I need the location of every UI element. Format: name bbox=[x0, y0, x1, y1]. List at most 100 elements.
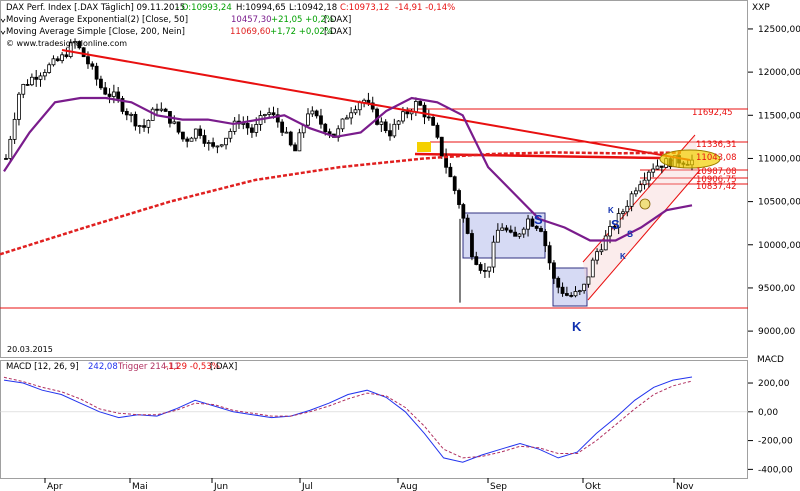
candle-body bbox=[120, 98, 125, 112]
candle-body bbox=[625, 205, 630, 213]
y-tick-label: 12000,00 bbox=[758, 68, 800, 78]
candle-body bbox=[552, 262, 556, 279]
candle-body bbox=[655, 165, 660, 170]
pattern-annotation: S bbox=[534, 212, 543, 227]
candle-body bbox=[483, 270, 487, 272]
candle-body bbox=[491, 241, 496, 268]
legend-line-icon bbox=[0, 18, 6, 23]
candle-body bbox=[116, 91, 121, 99]
macd-y-tick-label: -200,00 bbox=[758, 437, 793, 447]
legend-line-icon bbox=[0, 30, 6, 35]
macd-legend-sym: [.DAX] bbox=[210, 362, 237, 372]
candle-body bbox=[193, 128, 198, 139]
candle-body bbox=[250, 127, 254, 133]
price-label: 11336,31 bbox=[696, 140, 737, 150]
legend-close: C:10973,12 bbox=[340, 3, 389, 13]
legend-price-info: DAX Perf. Index [.DAX Täglich] 09.11.201… bbox=[6, 3, 185, 13]
candle-body bbox=[293, 144, 297, 152]
candle-body bbox=[504, 227, 509, 231]
ema-50-line bbox=[3, 96, 693, 242]
candle-body bbox=[638, 184, 643, 192]
candle-body bbox=[590, 259, 595, 278]
candle-body bbox=[470, 233, 474, 258]
candle-body bbox=[319, 115, 323, 125]
candle-body bbox=[586, 276, 591, 285]
candle-body bbox=[81, 47, 86, 58]
candle-body bbox=[526, 218, 530, 230]
candle-body bbox=[142, 125, 146, 128]
candle-body bbox=[564, 293, 569, 296]
candle-body bbox=[314, 110, 319, 117]
y-tick-label: 11000,00 bbox=[758, 154, 800, 164]
candle-body bbox=[508, 229, 513, 233]
candle-body bbox=[340, 118, 345, 130]
candle-body bbox=[29, 76, 34, 86]
trigger-line bbox=[3, 376, 693, 459]
candle-body bbox=[275, 114, 280, 123]
candle-body bbox=[457, 190, 461, 205]
candle-body bbox=[435, 124, 440, 138]
thick-horizontal bbox=[414, 152, 661, 160]
macd-legend-trigger: Trigger 214,11 bbox=[117, 362, 180, 372]
y-tick-label: 9500,00 bbox=[758, 284, 795, 294]
legend-sma-chg: +1,72 +0,02% bbox=[270, 27, 333, 37]
x-tick-label: Aug bbox=[400, 482, 418, 491]
candle-body bbox=[577, 290, 582, 293]
candle-body bbox=[539, 228, 543, 232]
highlight-marker-aug bbox=[417, 142, 431, 152]
candle-body bbox=[297, 132, 302, 152]
candle-body bbox=[465, 217, 470, 234]
candle-body bbox=[12, 118, 17, 140]
candle-body bbox=[418, 101, 423, 106]
macd-axis-label: MACD bbox=[757, 355, 784, 365]
candle-body bbox=[180, 131, 185, 140]
candle-body bbox=[379, 121, 384, 125]
candle-body bbox=[569, 295, 574, 297]
candle-body bbox=[94, 65, 99, 80]
sma-200-line bbox=[0, 151, 682, 256]
pattern-annotation: K bbox=[620, 252, 626, 261]
candle-body bbox=[521, 228, 526, 235]
candle-body bbox=[595, 251, 599, 261]
candle-body bbox=[452, 176, 457, 191]
candle-body bbox=[64, 54, 69, 57]
candle-body bbox=[77, 41, 82, 49]
candle-body bbox=[439, 136, 444, 157]
macd-y-tick-label: 200,00 bbox=[758, 379, 790, 389]
macd-legend-label: MACD [12, 26, 9] bbox=[6, 362, 79, 372]
candle-body bbox=[651, 168, 656, 173]
candle-body bbox=[280, 121, 285, 133]
candle-body bbox=[34, 76, 39, 80]
candle-body bbox=[206, 142, 211, 144]
rising-channel-fill bbox=[583, 135, 700, 300]
candle-body bbox=[560, 286, 565, 294]
candle-body bbox=[646, 171, 651, 181]
candle-body bbox=[513, 231, 518, 237]
price-label: 10837,42 bbox=[696, 182, 737, 192]
legend-sma-val: 11069,60 bbox=[230, 27, 271, 37]
descending-trendline bbox=[61, 49, 691, 161]
candle-body bbox=[599, 249, 604, 253]
candle-body bbox=[608, 226, 612, 237]
pattern-annotation: S bbox=[627, 229, 633, 239]
x-tick-label: Apr bbox=[47, 482, 63, 491]
candle-body bbox=[159, 108, 164, 111]
legend-sma-sym: [.DAX] bbox=[324, 27, 351, 37]
legend-low: L:10942,18 bbox=[289, 3, 337, 13]
candle-body bbox=[288, 131, 293, 146]
candle-body bbox=[8, 138, 13, 159]
candle-body bbox=[642, 179, 647, 186]
watermark: © www.tradesignalonline.com bbox=[6, 39, 127, 48]
macd-legend-val: 242,08 bbox=[88, 362, 118, 372]
candle-body bbox=[176, 121, 181, 133]
candle-body bbox=[284, 131, 289, 134]
candle-body bbox=[38, 75, 43, 80]
candle-body bbox=[51, 58, 56, 66]
candle-body bbox=[224, 137, 228, 146]
candle-body bbox=[405, 111, 410, 115]
candle-body bbox=[73, 41, 77, 44]
candle-body bbox=[185, 138, 190, 142]
y-tick-label: 10000,00 bbox=[758, 241, 800, 251]
legend-change: -14,91 -0,14% bbox=[395, 3, 455, 13]
